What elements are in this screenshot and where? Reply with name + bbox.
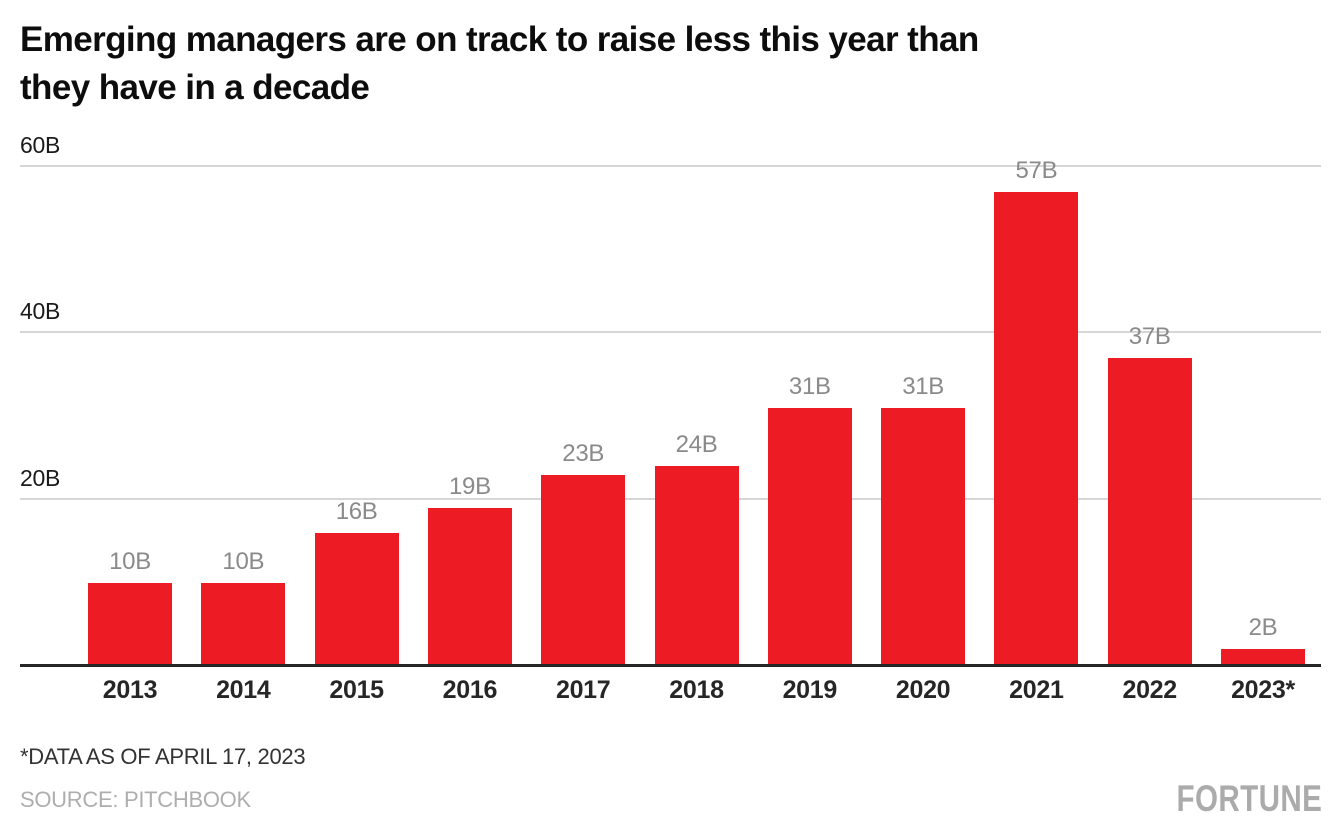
plot-area: 20B 40B 60B 10B 10B 16B 19B 23B 24B 31B 31B 57B 37B 2…: [20, 130, 1321, 667]
x-tick-label-2015: 2015: [329, 676, 384, 704]
bar-2018: [654, 466, 739, 666]
bar-value-label-2021: 57B: [1015, 156, 1058, 184]
x-tick-label-2020: 2020: [895, 676, 951, 704]
x-tick-label-2013: 2013: [102, 676, 158, 704]
bar-2020: [881, 408, 966, 666]
bar-value-label-2023: 2B: [1248, 614, 1278, 642]
y-tick-label-20B: 20B: [20, 464, 61, 491]
x-tick-label-2014: 2014: [216, 676, 271, 704]
footnote: *DATA AS OF APRIL 17, 2023: [20, 744, 306, 769]
bar-2022: [1107, 358, 1192, 666]
bar-value-label-2016: 19B: [448, 472, 491, 500]
x-axis-labels: 2013 2014 2015 2016 2017 2018 2019 2020 2021 2022…: [20, 676, 1321, 710]
source-credit: SOURCE: PITCHBOOK: [20, 787, 251, 812]
x-tick-label-2021: 2021: [1009, 676, 1064, 704]
bar-2014: [201, 582, 286, 666]
bar-2013: [88, 582, 172, 666]
x-tick-label-2018: 2018: [669, 676, 724, 704]
bar-value-label-2013: 10B: [109, 547, 151, 575]
bar-2023: [1221, 649, 1305, 666]
x-tick-label-2016: 2016: [442, 676, 498, 704]
bar-2017: [541, 474, 626, 666]
bar-2021: [994, 191, 1079, 666]
bar-2019: [767, 408, 852, 666]
bar-value-label-2020: 31B: [902, 373, 944, 401]
x-tick-label-2019: 2019: [782, 676, 838, 704]
gridline-40B: [20, 331, 1321, 334]
chart-title-line2: they have in a decade: [20, 68, 370, 107]
chart-title-line1: Emerging managers are on track to raise …: [20, 20, 979, 59]
y-tick-label-40B: 40B: [20, 298, 61, 325]
bar-value-label-2018: 24B: [675, 431, 718, 459]
bar-value-label-2019: 31B: [788, 373, 831, 401]
bar-value-label-2014: 10B: [222, 547, 265, 575]
bar-value-label-2015: 16B: [335, 497, 378, 525]
bar-2015: [314, 532, 399, 666]
bar-value-label-2022: 37B: [1128, 323, 1171, 351]
x-tick-label-2023: 2023*: [1231, 676, 1295, 704]
x-tick-label-2017: 2017: [555, 676, 611, 704]
chart-title: Emerging managers are on track to raise …: [20, 16, 1320, 112]
fortune-logo: FORTUNE: [1176, 778, 1322, 819]
x-tick-label-2022: 2022: [1122, 676, 1177, 704]
x-axis-line: [20, 664, 1321, 667]
bar-value-label-2017: 23B: [562, 439, 605, 467]
y-tick-label-60B: 60B: [20, 132, 61, 158]
bar-2016: [427, 507, 512, 666]
gridline-60B: [20, 165, 1321, 167]
